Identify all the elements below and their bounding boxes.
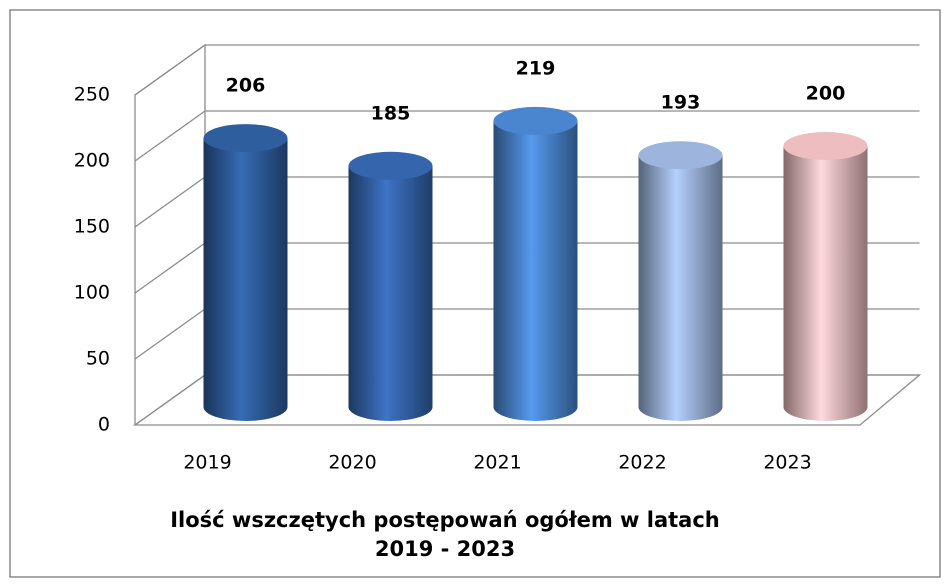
x-tick-label: 2022 xyxy=(618,452,666,474)
bar-top xyxy=(348,151,433,180)
chart-title: Ilość wszczętych postępowań ogółem w lat… xyxy=(170,508,720,532)
bar xyxy=(783,146,868,422)
grid-line xyxy=(134,44,920,96)
chart-title: 2019 - 2023 xyxy=(375,537,515,561)
value-label: 219 xyxy=(516,57,556,79)
bar xyxy=(348,165,433,422)
bar-top xyxy=(493,106,578,135)
x-tick-label: 2019 xyxy=(183,452,231,474)
x-tick-label: 2020 xyxy=(328,452,376,474)
y-tick-label: 200 xyxy=(74,150,110,172)
value-label: 200 xyxy=(806,83,846,105)
bar-top xyxy=(203,124,288,153)
bar-top xyxy=(783,132,868,160)
value-label: 206 xyxy=(226,75,266,97)
bar xyxy=(493,120,578,422)
y-tick-label: 150 xyxy=(74,216,110,238)
y-tick-label: 100 xyxy=(74,282,110,304)
y-tick-label: 0 xyxy=(98,414,110,436)
x-tick-label: 2021 xyxy=(473,452,521,474)
x-tick-label: 2023 xyxy=(763,452,811,474)
y-tick-label: 250 xyxy=(74,84,110,106)
value-label: 193 xyxy=(661,92,701,114)
bar xyxy=(203,138,288,422)
grid-line xyxy=(134,110,920,162)
bar-top xyxy=(638,141,723,170)
bar xyxy=(638,155,723,422)
y-tick-label: 50 xyxy=(86,348,110,370)
value-label: 185 xyxy=(371,102,411,124)
